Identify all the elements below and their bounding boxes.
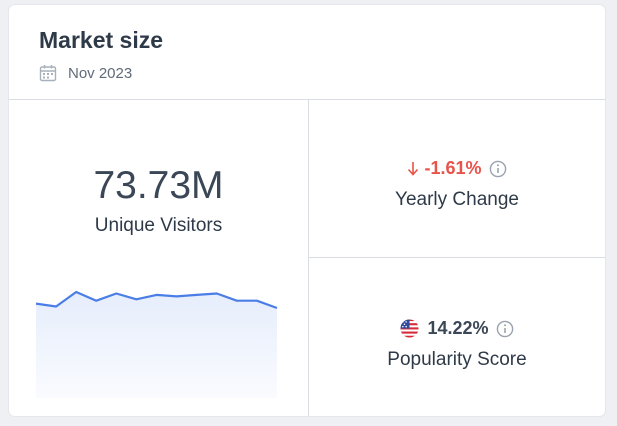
arrow-down-icon — [408, 162, 419, 176]
card-header: Market size Nov 2023 — [9, 5, 605, 100]
yearly-change-row: -1.61% — [309, 158, 605, 179]
calendar-icon — [39, 65, 57, 82]
date-row: Nov 2023 — [39, 64, 132, 82]
us-flag-icon — [400, 319, 419, 338]
yearly-change-panel: -1.61% Yearly Change — [309, 100, 605, 258]
info-icon[interactable] — [496, 320, 514, 338]
unique-visitors-label: Unique Visitors — [94, 215, 223, 236]
market-size-card: Market size Nov 2023 73.73M Unique Visit… — [9, 5, 605, 416]
popularity-score-value: 14.22% — [427, 318, 489, 338]
sparkline-line — [35, 290, 278, 310]
report-date: Nov 2023 — [68, 64, 133, 82]
popularity-score-label: Popularity Score — [387, 349, 527, 370]
unique-visitors-value: 73.73M — [93, 164, 224, 207]
yearly-change-value: -1.61% — [424, 158, 482, 178]
unique-visitors-panel: 73.73M Unique Visitors — [9, 100, 309, 416]
yearly-change-label: Yearly Change — [395, 189, 519, 210]
popularity-row: 14.22% — [309, 318, 605, 339]
card-title: Market size — [39, 27, 164, 53]
visitors-sparkline — [35, 290, 278, 398]
popularity-panel: 14.22% Popularity Score — [309, 258, 605, 416]
info-icon[interactable] — [489, 160, 507, 178]
sparkline-area — [36, 292, 277, 398]
